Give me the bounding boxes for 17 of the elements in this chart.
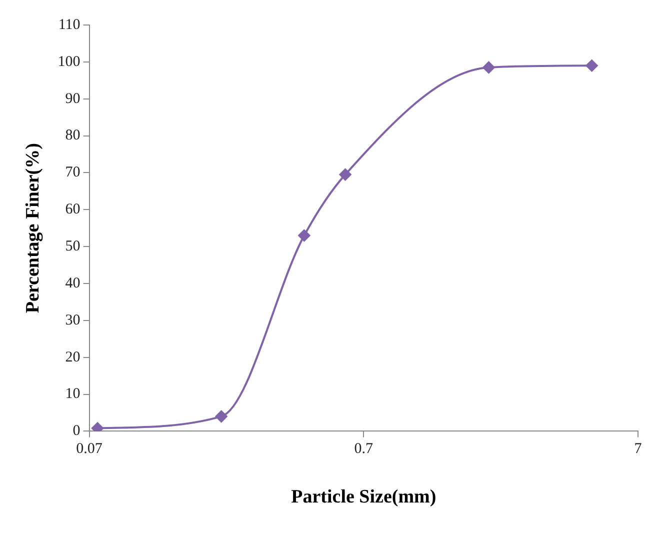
- y-tick-label: 110: [58, 16, 80, 33]
- y-tick-label: 90: [65, 90, 80, 107]
- y-axis-title: Percentage Finer(%): [22, 143, 44, 314]
- x-tick-label: 0.7: [354, 441, 374, 458]
- y-tick-label: 20: [65, 349, 80, 366]
- y-tick-label: 100: [58, 54, 80, 70]
- y-tick-label: 60: [65, 202, 80, 218]
- y-tick-label: 80: [65, 128, 80, 144]
- x-tick-label: 7: [634, 441, 642, 458]
- x-axis-title: Particle Size(mm): [291, 486, 436, 508]
- y-tick-label: 30: [65, 312, 80, 328]
- y-tick-label: 70: [65, 164, 80, 181]
- y-tick-label: 10: [65, 386, 80, 402]
- y-tick-label: 0: [72, 423, 80, 440]
- y-tick-label: 50: [65, 238, 80, 254]
- y-tick-label: 40: [65, 275, 80, 292]
- x-tick-label: 0.07: [76, 441, 103, 458]
